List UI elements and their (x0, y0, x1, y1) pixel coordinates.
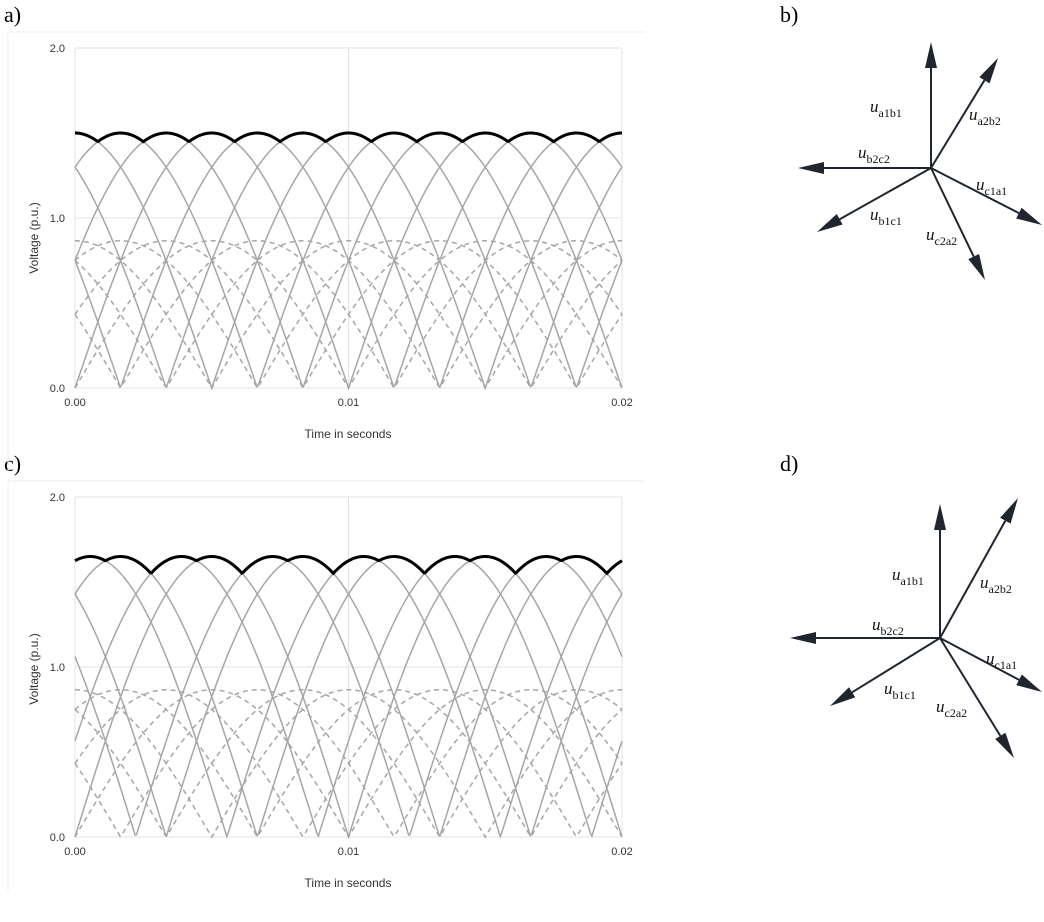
phasor-label-c1a1: uc1a1 (976, 175, 1007, 198)
phasor-arrowhead (817, 214, 843, 232)
phasor-arrowhead (925, 42, 937, 68)
phasor-shaft (939, 637, 1020, 681)
grid (74, 496, 623, 838)
phasor-shaft (930, 79, 986, 169)
y-tick-label: 0.0 (50, 832, 65, 844)
curves (74, 554, 623, 840)
phasor-shaft (930, 167, 975, 258)
envelope-curve (74, 554, 623, 576)
phasor-label-a1b1: ua1b1 (892, 565, 924, 588)
phasor-label-b2c2: ub2c2 (872, 615, 904, 638)
phasor-shaft (939, 637, 1002, 737)
phasor-label-b1c1: ub1c1 (870, 205, 902, 228)
x-tick-label: 0.00 (64, 846, 85, 858)
grid (74, 47, 623, 389)
curves (74, 131, 623, 391)
phasor-shaft (851, 637, 941, 694)
chart-c: 0.0 1.0 2.0 0.00 0.01 0.02 Voltage (p.u.) Tim… (7, 480, 645, 892)
x-tick-label: 0.00 (64, 397, 85, 409)
x-tick-label: 0.02 (611, 846, 632, 858)
y-tick-label: 2.0 (50, 492, 65, 504)
phasor-arrowhead (1000, 498, 1018, 524)
phasor-arrowhead (830, 687, 856, 706)
dashed-curve (74, 240, 623, 389)
phasor-label-c1a1: uc1a1 (986, 649, 1017, 672)
x-axis-label: Time in seconds (305, 876, 392, 890)
phasor-label-a1b1: ua1b1 (870, 97, 902, 120)
dashed-curve (74, 240, 623, 389)
phasor-arrowhead (979, 58, 998, 84)
phasor-arrowhead (790, 632, 816, 644)
panel-label-b: b) (780, 2, 799, 27)
y-tick-label: 1.0 (50, 213, 65, 225)
phasor-arrowhead (934, 504, 946, 530)
tick-labels: 0.0 1.0 2.0 0.00 0.01 0.02 (50, 492, 633, 858)
phasor-arrowhead (1016, 674, 1042, 692)
dashed-curve (74, 689, 623, 838)
phasor-label-c2a2: uc2a2 (926, 225, 957, 248)
tick-labels: 0.0 1.0 2.0 0.00 0.01 0.02 (50, 43, 633, 409)
phasor-arrowhead (995, 732, 1014, 758)
y-tick-label: 1.0 (50, 662, 65, 674)
phasor-arrowhead (798, 162, 824, 174)
phasor-label-b2c2: ub2c2 (858, 143, 890, 166)
y-tick-label: 2.0 (50, 43, 65, 55)
phasor-shaft (839, 167, 932, 221)
dashed-curve (74, 689, 623, 838)
x-axis-label: Time in seconds (305, 427, 392, 441)
y-tick-label: 0.0 (50, 383, 65, 395)
solid-curve (74, 555, 623, 837)
phasor-arrowhead (1016, 207, 1042, 225)
y-axis-label: Voltage (p.u.) (27, 202, 41, 273)
x-tick-label: 0.01 (338, 846, 359, 858)
envelope-curve (74, 131, 623, 144)
chart-a: 0.0 1.0 2.0 0.00 0.01 0.02 Voltage (p.u.) Tim… (7, 31, 645, 473)
phasor-diagram-d: ua1b1 ua2b2 ub2c2 uc1a1 ub1c1 uc2a2 (790, 498, 1042, 758)
x-tick-label: 0.01 (338, 397, 359, 409)
panel-label-d: d) (780, 451, 799, 476)
phasor-diagram-b: ua1b1 ua2b2 ub2c2 uc1a1 ub1c1 uc2a2 (798, 42, 1042, 280)
phasor-label-b1c1: ub1c1 (884, 679, 916, 702)
phasor-label-c2a2: uc2a2 (936, 697, 967, 720)
x-tick-label: 0.02 (611, 397, 632, 409)
phasor-arrowhead (968, 253, 985, 280)
phasor-shaft (930, 167, 1020, 215)
panel-label-a: a) (4, 2, 22, 27)
y-axis-label: Voltage (p.u.) (27, 633, 41, 704)
phasor-label-a2b2: ua2b2 (980, 573, 1012, 596)
phasor-shaft (939, 520, 1007, 639)
phasor-label-a2b2: ua2b2 (969, 105, 1001, 128)
